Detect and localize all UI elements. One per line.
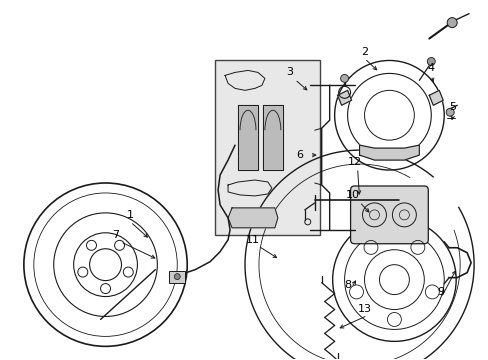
Text: 2: 2 [360, 48, 367, 58]
Polygon shape [227, 208, 277, 228]
Circle shape [446, 108, 453, 116]
Circle shape [427, 58, 434, 66]
Polygon shape [428, 90, 442, 105]
Circle shape [447, 18, 456, 28]
Polygon shape [238, 105, 258, 170]
Text: 4: 4 [427, 63, 434, 73]
Text: 8: 8 [344, 280, 350, 289]
Text: 13: 13 [357, 305, 371, 315]
Text: 10: 10 [345, 190, 359, 200]
Circle shape [174, 274, 180, 280]
FancyBboxPatch shape [350, 186, 427, 244]
Text: 1: 1 [127, 210, 134, 220]
Text: 12: 12 [347, 157, 361, 167]
Text: 5: 5 [448, 102, 455, 112]
Text: 7: 7 [112, 230, 119, 240]
Circle shape [340, 75, 348, 82]
Bar [215, 60, 319, 235]
Text: 6: 6 [296, 150, 303, 160]
Text: 3: 3 [286, 67, 293, 77]
Bar [169, 271, 185, 283]
Text: 11: 11 [245, 235, 260, 245]
Polygon shape [359, 145, 419, 160]
Polygon shape [337, 90, 351, 105]
Polygon shape [263, 105, 282, 170]
Text: 9: 9 [437, 287, 444, 297]
